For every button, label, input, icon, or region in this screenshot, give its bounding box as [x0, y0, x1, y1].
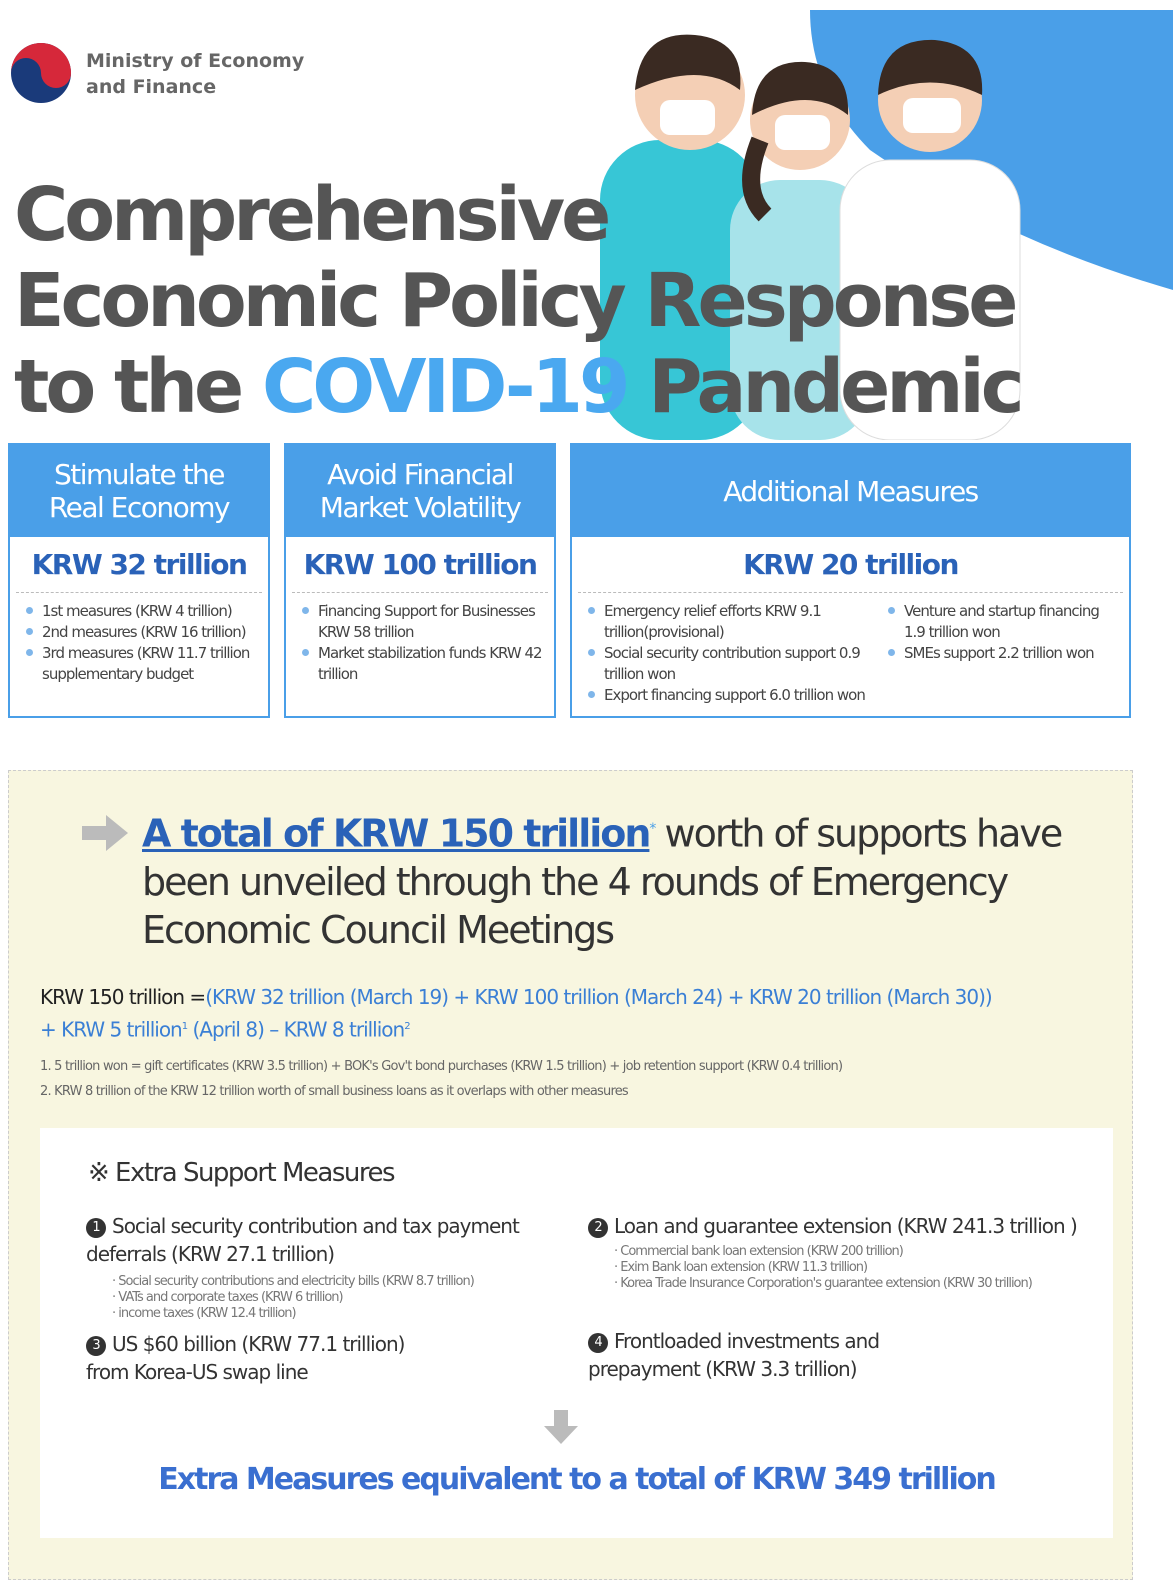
title-highlight: COVID-19: [262, 344, 631, 430]
heading-line: Avoid Financial: [327, 458, 514, 491]
item-number: 4: [588, 1333, 608, 1353]
item-title: Loan and guarantee extension (KRW 241.3 …: [614, 1214, 1078, 1238]
item: 3rd measures (KRW 11.7 trillion suppleme…: [26, 643, 262, 685]
logo: [11, 43, 71, 103]
item-title: Social security contribution and tax pay…: [86, 1214, 520, 1266]
footnotes: 1. 5 trillion won = gift certificates (K…: [40, 1054, 843, 1104]
item-number: 2: [588, 1218, 608, 1238]
item-list: 1st measures (KRW 4 trillion) 2nd measure…: [10, 601, 268, 685]
equation: KRW 150 trillion =(KRW 32 trillion (Marc…: [40, 982, 1000, 1045]
extra-item: 1 Social security contribution and tax pa…: [86, 1212, 576, 1322]
column: Additional Measures KRW 20 trillion Emer…: [570, 443, 1131, 718]
heading-line: Stimulate the: [53, 458, 226, 491]
equation-part: (KRW 32 trillion (March 19) + KRW 100 tr…: [40, 985, 993, 1042]
title-line: to the COVID-19 Pandemic: [14, 344, 1025, 430]
item-list: Venture and startup financing 1.9 trilli…: [872, 601, 1122, 706]
item-title: Frontloaded investments and prepayment (…: [588, 1329, 880, 1381]
column-heading: Additional Measures: [572, 445, 1129, 537]
item-number: 1: [86, 1218, 106, 1238]
heading-line: Market Volatility: [319, 491, 522, 524]
column-amount: KRW 32 trillion: [16, 537, 262, 593]
column-heading: Stimulate the Real Economy: [10, 445, 268, 537]
item-columns: Emergency relief efforts KRW 9.1 trillio…: [572, 593, 1129, 706]
detail: Korea Trade Insurance Corporation's guar…: [614, 1276, 1098, 1292]
extra-item: 4 Frontloaded investments and prepayment …: [588, 1327, 918, 1383]
detail: Commercial bank loan extension (KRW 200 …: [614, 1244, 1098, 1260]
headline: A total of KRW 150 trillion* worth of su…: [142, 805, 1072, 954]
detail: Social security contributions and electr…: [112, 1274, 576, 1290]
item: Market stabilization funds KRW 42 trilli…: [302, 643, 548, 685]
footnote: 2. KRW 8 trillion of the KRW 12 trillion…: [40, 1084, 629, 1099]
equation-lhs: KRW 150 trillion =: [40, 985, 206, 1009]
item-number: 3: [86, 1336, 106, 1356]
extra-box: [40, 1128, 1113, 1538]
column: Avoid Financial Market Volatility KRW 100…: [284, 443, 556, 718]
item: Export financing support 6.0 trillion wo…: [588, 686, 866, 704]
item: 2nd measures (KRW 16 trillion): [26, 622, 262, 643]
detail: Exim Bank loan extension (KRW 11.3 trill…: [614, 1260, 1098, 1276]
item: 1st measures (KRW 4 trillion): [26, 601, 262, 622]
item: Emergency relief efforts KRW 9.1 trillio…: [588, 601, 866, 643]
title-part: Pandemic: [648, 344, 1024, 430]
heading-line: Real Economy: [48, 491, 231, 524]
column-amount: KRW 20 trillion: [578, 537, 1123, 593]
extra-title: ※ Extra Support Measures: [88, 1158, 396, 1188]
equation-part: (April 8) – KRW 8 trillion: [192, 1017, 405, 1042]
note-mark: 1: [181, 1021, 188, 1032]
item: Venture and startup financing 1.9 trilli…: [888, 601, 1116, 643]
column-heading: Avoid Financial Market Volatility: [286, 445, 554, 537]
item-title: US $60 billion (KRW 77.1 trillion) from …: [86, 1332, 405, 1384]
extra-item: 2 Loan and guarantee extension (KRW 241.3…: [588, 1212, 1098, 1292]
detail: income taxes (KRW 12.4 trillion): [112, 1306, 576, 1322]
item: Financing Support for Businesses KRW 58 …: [302, 601, 548, 643]
item-list: Financing Support for Businesses KRW 58 …: [286, 601, 554, 685]
item-list: Emergency relief efforts KRW 9.1 trillio…: [572, 601, 872, 706]
extra-item: 3 US $60 billion (KRW 77.1 trillion) from…: [86, 1330, 446, 1386]
illustration: [600, 10, 1173, 440]
title-line: Economic Policy Response: [14, 258, 1018, 344]
detail-list: Commercial bank loan extension (KRW 200 …: [614, 1244, 1098, 1292]
down-arrow: [544, 1410, 578, 1444]
column: Stimulate the Real Economy KRW 32 trillio…: [8, 443, 270, 718]
headline-mark: *: [649, 821, 656, 837]
conclusion: Extra Measures equivalent to a total of …: [158, 1462, 996, 1497]
title-part: to the: [14, 344, 244, 430]
item: Social security contribution support 0.9…: [588, 643, 866, 685]
title-line: Comprehensive: [14, 172, 611, 258]
footnote: 1. 5 trillion won = gift certificates (K…: [40, 1059, 843, 1074]
headline-text: worth of supports have been unveiled thr…: [142, 811, 1063, 952]
column-amount: KRW 100 trillion: [292, 537, 548, 593]
detail-list: Social security contributions and electr…: [112, 1274, 576, 1322]
note-mark: 2: [404, 1021, 410, 1032]
ministry-line: Ministry of Economy: [86, 50, 305, 72]
ministry-line: and Finance: [86, 76, 217, 98]
ministry: Ministry of Economy and Finance: [86, 48, 304, 100]
arrow: [82, 815, 128, 851]
headline-highlight: A total of KRW 150 trillion: [142, 811, 651, 856]
detail: VATs and corporate taxes (KRW 6 trillion…: [112, 1290, 576, 1306]
item: SMEs support 2.2 trillion won: [888, 643, 1116, 664]
